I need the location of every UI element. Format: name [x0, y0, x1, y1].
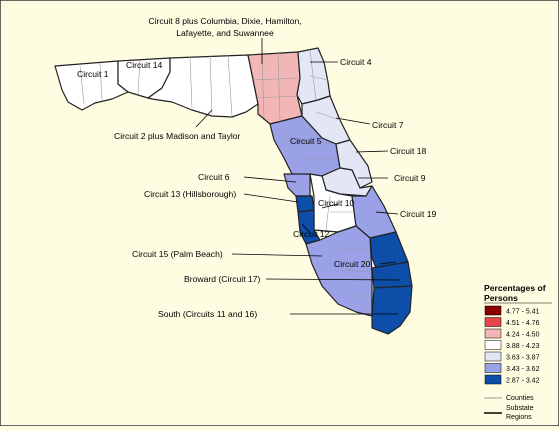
legend-swatch: [484, 374, 502, 385]
label-circuit-9: Circuit 9: [394, 173, 426, 183]
legend-swatch: [484, 317, 502, 327]
county-lines: [79, 49, 373, 297]
label-circuit-20: Circuit 20: [334, 259, 371, 269]
label-circuit-2: Circuit 2 plus Madison and Taylor: [114, 131, 241, 141]
label-circuit-5: Circuit 5: [290, 136, 322, 146]
label-circuit-8-line1: Circuit 8 plus Columbia, Dixie, Hamilton…: [148, 16, 301, 26]
label-circuit-14: Circuit 14: [126, 60, 163, 70]
label-circuit-12: Circuit 12: [293, 229, 330, 239]
legend-item-label: 4.51 - 4.76: [506, 320, 540, 327]
label-south: South (Circuits 11 and 16): [158, 309, 257, 319]
region-circuit-13: [295, 195, 315, 213]
legend-substate-line2: Regions: [506, 414, 532, 421]
legend-item-label: 3.43 - 3.62: [506, 366, 540, 373]
label-circuit-1: Circuit 1: [77, 69, 109, 79]
leader-lines: [195, 38, 401, 315]
label-circuit-13: Circuit 13 (Hillsborough): [144, 189, 236, 199]
label-circuit-15: Circuit 15 (Palm Beach): [132, 249, 223, 259]
region-south: [371, 285, 413, 335]
label-circuit-6: Circuit 6: [198, 172, 230, 182]
legend-counties: Counties: [506, 395, 534, 402]
legend-item-label: 3.88 - 4.23: [506, 343, 540, 350]
label-circuit-4: Circuit 4: [340, 57, 372, 67]
label-broward: Broward (Circuit 17): [184, 274, 261, 284]
legend-title-line2: Persons: [484, 293, 518, 303]
legend-item-label: 3.63 - 3.87: [506, 355, 540, 362]
legend-swatch: [484, 351, 502, 362]
legend-substate-line1: Substate: [506, 405, 534, 412]
legend-swatch: [484, 305, 502, 316]
legend-item-label: 4.24 - 4.50: [506, 332, 540, 339]
label-circuit-7: Circuit 7: [372, 120, 404, 130]
legend-swatch: [484, 340, 502, 350]
region-circuit-20: [305, 225, 373, 317]
legend: Percentages of Persons 4.77 - 5.41 4.51 -…: [484, 283, 552, 421]
legend-swatch: [484, 328, 502, 339]
label-circuit-18: Circuit 18: [390, 146, 427, 156]
legend-item-label: 4.77 - 5.41: [506, 309, 540, 316]
label-circuit-19: Circuit 19: [400, 209, 437, 219]
legend-title-line1: Percentages of: [484, 283, 546, 293]
legend-item-label: 2.87 - 3.42: [506, 378, 540, 385]
label-circuit-10: Circuit 10: [318, 198, 355, 208]
legend-swatch: [484, 363, 502, 373]
label-circuit-8-line2: Lafayette, and Suwannee: [176, 28, 274, 38]
